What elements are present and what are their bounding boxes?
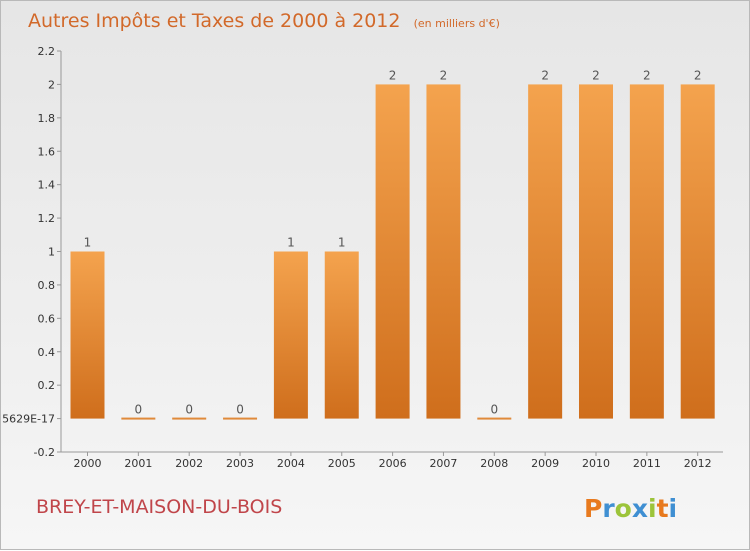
data-label: 2 [694,68,702,82]
data-label: 0 [236,403,244,417]
data-label: 0 [135,403,143,417]
x-tick-label: 2007 [429,457,457,470]
proxiti-logo[interactable]: Proxiti [584,494,677,523]
chart-title-unit: (en milliers d'€) [414,17,500,30]
y-tick-label: 2 [48,78,55,91]
chart-title-main: Autres Impôts et Taxes de 2000 à 2012 [28,10,401,32]
x-tick-label: 2001 [124,457,152,470]
bar [680,84,715,419]
x-tick-label: 2012 [684,457,712,470]
y-tick-label: 0.8 [38,279,56,292]
data-label: 2 [592,68,600,82]
x-tick-label: 2003 [226,457,254,470]
x-tick-label: 2000 [74,457,102,470]
bar [223,417,258,420]
bars: 1 0 0 0 1 1 2 2 0 2 2 2 2 [70,68,715,420]
data-label: 1 [287,236,295,250]
bar [629,84,664,419]
x-tick-label: 2008 [480,457,508,470]
x-tick-label: 2004 [277,457,305,470]
data-label: 2 [389,68,397,82]
y-tick-label: 1.8 [38,112,56,125]
y-tick-label: -1.5629E-17 [1,413,55,426]
y-ticks: 2.2 2 1.8 1.6 1.4 1.2 1 0.8 0.6 0.4 0.2 -1.5629E-17… [1,45,61,459]
y-tick-label: 0.6 [38,312,56,325]
logo-letter-p: P [584,494,602,523]
x-tick-label: 2011 [633,457,661,470]
x-tick-label: 2009 [531,457,559,470]
bar [273,251,308,419]
y-tick-label: 1.2 [38,212,56,225]
bar [324,251,359,419]
x-tick-label: 2002 [175,457,203,470]
data-label: 2 [643,68,651,82]
data-label: 2 [440,68,448,82]
y-tick-label: 0.4 [38,346,56,359]
bar [375,84,410,419]
bar [121,417,156,420]
bar [477,417,512,420]
bar [70,251,105,419]
y-tick-label: 1.6 [38,145,56,158]
data-label: 2 [541,68,549,82]
y-tick-label: 1 [48,246,55,259]
logo-letter-r: r [602,494,615,523]
bar [579,84,613,419]
data-label: 1 [338,236,346,250]
svg-text:Proxiti: Proxiti [584,494,677,523]
bar [426,84,461,419]
x-tick-label: 2005 [328,457,356,470]
logo-letter-i2: i [669,494,678,523]
data-label: 0 [185,403,193,417]
x-tick-label: 2006 [379,457,407,470]
logo-letter-i: i [648,494,657,523]
x-ticks: 2000 2001 2002 2003 2004 2005 2006 2007 2008 2009… [74,452,712,470]
bar [172,417,207,420]
data-label: 1 [84,236,92,250]
commune-name: BREY-ET-MAISON-DU-BOIS [36,496,282,518]
logo-letter-t: t [657,494,669,523]
logo-letter-o: o [615,494,632,523]
data-label: 0 [490,403,498,417]
logo-letter-x: x [632,494,648,523]
chart-title: Autres Impôts et Taxes de 2000 à 2012 (e… [28,10,500,32]
bar [528,84,563,419]
y-tick-label: -0.2 [34,446,55,459]
y-tick-label: 1.4 [38,179,56,192]
y-tick-label: 0.2 [38,379,56,392]
x-tick-label: 2010 [582,457,610,470]
y-tick-label: 2.2 [38,45,56,58]
